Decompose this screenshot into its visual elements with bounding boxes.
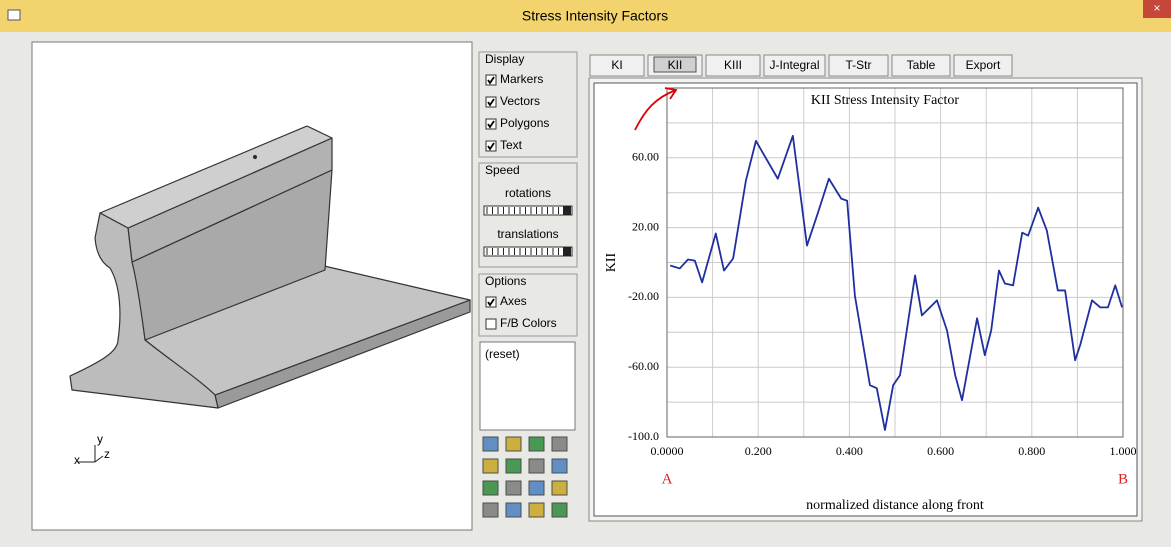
axis-x-label: x: [74, 453, 80, 467]
checkbox-label[interactable]: Text: [500, 138, 523, 152]
window-icon: [8, 10, 20, 20]
x-tick-label: 0.800: [1018, 444, 1045, 458]
checkbox-label[interactable]: Vectors: [500, 94, 540, 108]
slider-label: rotations: [505, 186, 551, 200]
toolbar-button[interactable]: [506, 481, 521, 495]
toolbar-button[interactable]: [483, 459, 498, 473]
tab-label[interactable]: Export: [966, 58, 1001, 72]
tab-label[interactable]: T-Str: [846, 58, 872, 72]
list-item[interactable]: (reset): [485, 347, 520, 361]
toolbar-button[interactable]: [552, 481, 567, 495]
slider-label: translations: [497, 227, 558, 241]
tab-label[interactable]: KI: [611, 58, 622, 72]
y-tick-label: -60.00: [628, 359, 659, 373]
toolbar-button[interactable]: [529, 503, 544, 517]
x-tick-label: 0.200: [745, 444, 772, 458]
annotation: A: [662, 471, 673, 487]
checkbox[interactable]: [486, 319, 496, 329]
toolbar-button[interactable]: [529, 437, 544, 451]
y-tick-label: -20.00: [628, 289, 659, 303]
close-icon: ×: [1153, 1, 1160, 15]
y-tick-label: 60.00: [632, 150, 659, 164]
page: { "window": {"title": "Stress Intensity …: [0, 0, 1171, 547]
axis-y-label: y: [97, 432, 103, 446]
tab-bar: KI KII KIII J-Integral T-Str Table Export: [590, 55, 1012, 76]
x-axis-title: normalized distance along front: [806, 498, 984, 513]
toolbar-button[interactable]: [552, 459, 567, 473]
checkbox-label[interactable]: F/B Colors: [500, 316, 557, 330]
toolbar-button[interactable]: [552, 503, 567, 517]
toolbar-button[interactable]: [529, 481, 544, 495]
toolbar-button[interactable]: [529, 459, 544, 473]
chart-title: KII Stress Intensity Factor: [811, 93, 959, 108]
axis-z-label: z: [104, 447, 110, 461]
x-tick-label: 0.600: [927, 444, 954, 458]
x-tick-label: 0.400: [836, 444, 863, 458]
checkbox-label[interactable]: Polygons: [500, 116, 549, 130]
toolbar-button[interactable]: [483, 503, 498, 517]
app-window: Stress Intensity Factors × x y z Display…: [0, 0, 1171, 547]
checkbox-label[interactable]: Axes: [500, 294, 527, 308]
checkbox-label[interactable]: Markers: [500, 72, 543, 86]
y-tick-label: -100.0: [628, 429, 659, 443]
group-title: Options: [485, 274, 526, 288]
toolbar-button[interactable]: [552, 437, 567, 451]
toolbar-button[interactable]: [483, 437, 498, 451]
group-title: Display: [485, 52, 524, 66]
toolbar-button[interactable]: [506, 503, 521, 517]
window-title: Stress Intensity Factors: [522, 8, 668, 24]
group-title: Speed: [485, 163, 520, 177]
tab-label[interactable]: J-Integral: [769, 58, 819, 72]
toolbar-button[interactable]: [506, 459, 521, 473]
x-tick-label: 1.000: [1110, 444, 1137, 458]
toolbar-button[interactable]: [506, 437, 521, 451]
x-tick-label: 0.0000: [651, 444, 684, 458]
y-axis-title: KII: [604, 252, 619, 272]
slider-thumb[interactable]: [563, 206, 571, 215]
tab-label[interactable]: KII: [668, 58, 683, 72]
slider-thumb[interactable]: [563, 247, 571, 256]
toolbar-button[interactable]: [483, 481, 498, 495]
tab-label[interactable]: Table: [907, 58, 936, 72]
tab-label[interactable]: KIII: [724, 58, 742, 72]
y-tick-label: 20.00: [632, 219, 659, 233]
annotation: B: [1118, 471, 1128, 487]
